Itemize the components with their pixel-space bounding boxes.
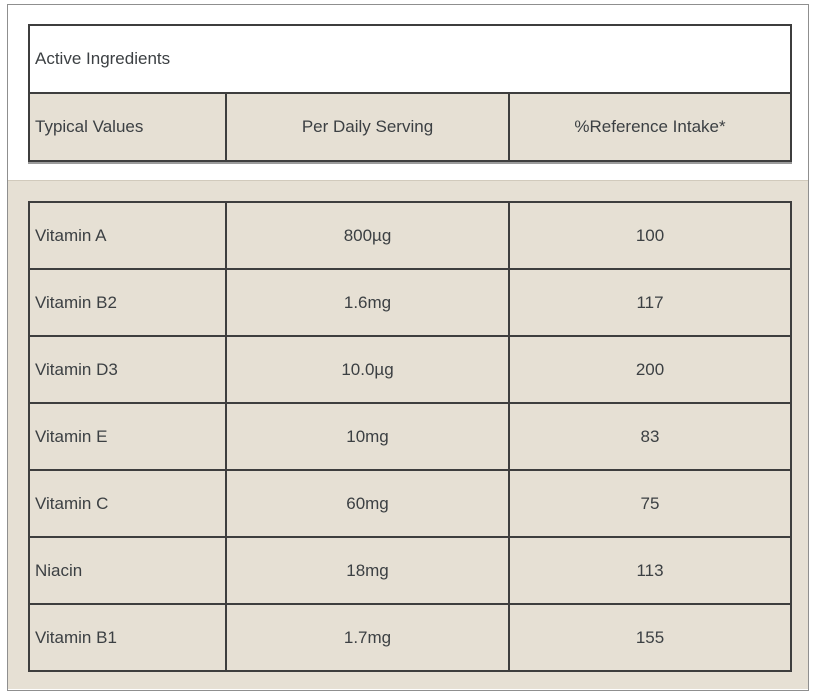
cell-per-serving: 10mg	[225, 402, 510, 471]
table-row: Vitamin D3 10.0µg 200	[28, 335, 792, 404]
table-row: Vitamin B2 1.6mg 117	[28, 268, 792, 337]
column-header-per-daily-serving: Per Daily Serving	[225, 92, 510, 162]
cell-reference-intake: 75	[508, 469, 792, 538]
cell-reference-intake: 155	[508, 603, 792, 672]
cell-per-serving: 60mg	[225, 469, 510, 538]
table-row: Vitamin A 800µg 100	[28, 201, 792, 270]
cell-per-serving: 800µg	[225, 201, 510, 270]
cell-ingredient-name: Vitamin B2	[28, 268, 227, 337]
cell-per-serving: 1.6mg	[225, 268, 510, 337]
cell-ingredient-name: Niacin	[28, 536, 227, 605]
cell-ingredient-name: Vitamin C	[28, 469, 227, 538]
table-row: Vitamin E 10mg 83	[28, 402, 792, 471]
column-header-typical-values: Typical Values	[28, 92, 227, 162]
cell-reference-intake: 113	[508, 536, 792, 605]
column-header-row: Typical Values Per Daily Serving %Refere…	[28, 92, 793, 162]
cell-reference-intake: 200	[508, 335, 792, 404]
header-table: Active Ingredients Typical Values Per Da…	[27, 24, 793, 162]
cell-reference-intake: 117	[508, 268, 792, 337]
cell-reference-intake: 83	[508, 402, 792, 471]
table-row: Niacin 18mg 113	[28, 536, 792, 605]
section-title-row: Active Ingredients	[27, 24, 793, 94]
cell-ingredient-name: Vitamin A	[28, 201, 227, 270]
cell-ingredient-name: Vitamin B1	[28, 603, 227, 672]
ingredients-section: Vitamin A 800µg 100 Vitamin B2 1.6mg 117…	[8, 180, 808, 689]
cell-per-serving: 10.0µg	[225, 335, 510, 404]
cell-per-serving: 1.7mg	[225, 603, 510, 672]
cell-ingredient-name: Vitamin D3	[28, 335, 227, 404]
column-header-reference-intake: %Reference Intake*	[507, 92, 793, 162]
nutrition-info-panel: Active Ingredients Typical Values Per Da…	[7, 4, 809, 691]
table-row: Vitamin C 60mg 75	[28, 469, 792, 538]
ingredients-table: Vitamin A 800µg 100 Vitamin B2 1.6mg 117…	[28, 201, 792, 672]
header-section: Active Ingredients Typical Values Per Da…	[8, 5, 808, 180]
table-row: Vitamin B1 1.7mg 155	[28, 603, 792, 672]
section-title: Active Ingredients	[27, 24, 793, 94]
cell-reference-intake: 100	[508, 201, 792, 270]
cell-per-serving: 18mg	[225, 536, 510, 605]
cell-ingredient-name: Vitamin E	[28, 402, 227, 471]
